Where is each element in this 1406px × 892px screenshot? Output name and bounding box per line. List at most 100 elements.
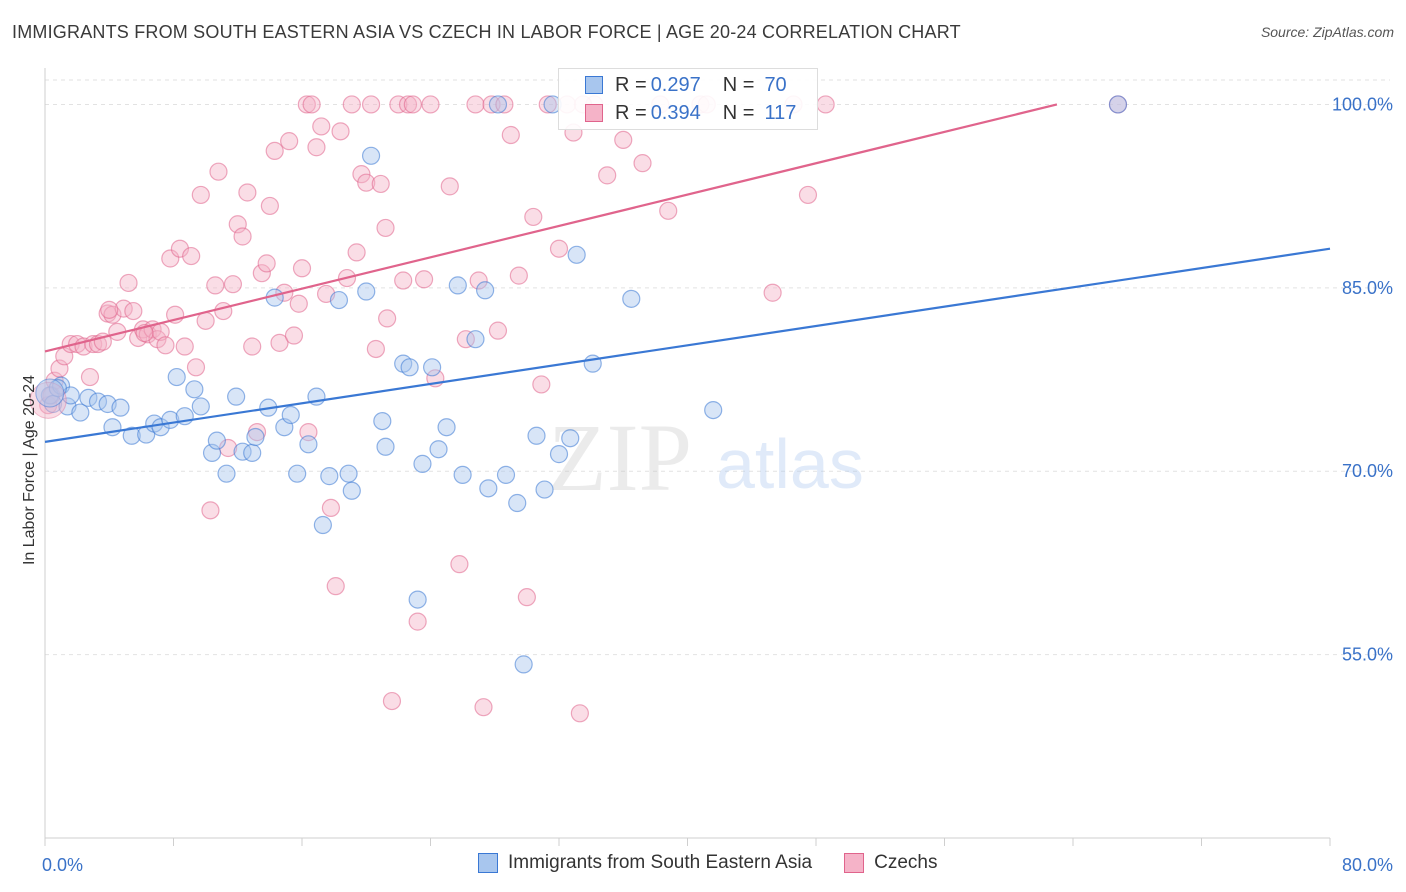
point-immigrants [400, 358, 419, 377]
point-immigrants [361, 146, 381, 165]
tick-labels: 55.0% 70.0% 85.0% 100.0% 0.0% 80.0% [42, 94, 1393, 875]
y-axis-label: In Labor Force | Age 20-24 [21, 374, 38, 566]
legend-swatch-blue [478, 853, 498, 873]
point-czechs [474, 698, 493, 717]
point-czechs [598, 166, 617, 185]
point-immigrants [288, 464, 307, 483]
point-czechs [816, 95, 835, 114]
point-immigrants [622, 289, 641, 308]
point-czechs [421, 95, 440, 114]
point-immigrants [1108, 95, 1128, 114]
point-czechs [517, 588, 536, 607]
point-czechs [342, 95, 361, 114]
point-czechs [398, 95, 418, 114]
legend-row-pink: R = 0.394 N = 117 [585, 99, 796, 127]
y-tick-label: 55.0% [1342, 645, 1393, 665]
point-czechs [408, 612, 427, 631]
point-immigrants [476, 281, 495, 300]
point-czechs [763, 283, 782, 302]
legend-r-value: 0.394 [650, 101, 701, 124]
point-immigrants [246, 427, 265, 447]
x-tick-label: 80.0% [1342, 855, 1393, 875]
point-immigrants [466, 330, 485, 349]
point-czechs [469, 271, 488, 290]
point-immigrants [488, 95, 508, 114]
point-czechs [414, 270, 434, 289]
point-czechs [223, 275, 243, 294]
point-czechs [532, 375, 551, 394]
point-czechs [302, 95, 321, 114]
point-immigrants [122, 426, 141, 445]
point-immigrants [167, 367, 186, 387]
point-czechs [238, 183, 257, 202]
point-immigrants [243, 443, 262, 462]
point-immigrants [339, 464, 358, 483]
point-czechs [307, 138, 326, 157]
y-tick-label: 100.0% [1332, 94, 1393, 114]
point-czechs [233, 227, 252, 246]
point-czechs [270, 333, 289, 352]
y-tick-label: 85.0% [1342, 278, 1393, 298]
point-immigrants [479, 479, 498, 498]
point-czechs [201, 501, 220, 520]
point-immigrants [408, 590, 427, 609]
point-czechs [538, 95, 557, 114]
point-czechs [482, 95, 501, 114]
point-czechs [488, 321, 508, 340]
point-czechs [206, 276, 225, 295]
point-immigrants [329, 290, 349, 310]
point-czechs [361, 95, 381, 114]
point-czechs [570, 704, 589, 723]
point-immigrants [567, 245, 586, 264]
chart-title: IMMIGRANTS FROM SOUTH EASTERN ASIA VS CZ… [12, 22, 961, 42]
point-czechs [196, 311, 215, 330]
point-czechs [280, 132, 299, 151]
legend-swatch-pink [585, 104, 603, 122]
point-czechs [175, 337, 194, 356]
point-immigrants [227, 387, 246, 406]
series-legend: Immigrants from South Eastern Asia Czech… [478, 852, 969, 874]
point-immigrants [233, 442, 252, 461]
trend-lines [44, 103, 1331, 443]
point-czechs [389, 95, 408, 114]
point-czechs [260, 196, 279, 216]
point-czechs [265, 141, 284, 161]
point-immigrants [527, 426, 546, 445]
point-czechs [156, 336, 175, 355]
point-immigrants [35, 378, 65, 408]
legend-item-czechs[interactable]: Czechs [844, 852, 937, 874]
watermark: ZIP atlas [548, 404, 864, 511]
point-immigrants [535, 480, 554, 499]
legend-item-immigrants[interactable]: Immigrants from South Eastern Asia [478, 852, 812, 874]
point-czechs [331, 122, 350, 141]
legend-r-label: R = [615, 101, 647, 124]
point-immigrants [320, 467, 339, 486]
point-czechs [326, 577, 345, 596]
legend-n-value: 70 [764, 73, 787, 96]
point-czechs [394, 271, 413, 290]
data-points [29, 95, 1128, 723]
trend-line-czechs [44, 103, 1058, 353]
point-czechs [80, 367, 100, 387]
point-immigrants [561, 429, 580, 448]
point-czechs [524, 207, 543, 227]
point-immigrants [217, 464, 236, 483]
point-czechs [170, 239, 190, 258]
point-czechs [347, 243, 366, 262]
point-immigrants [281, 405, 300, 425]
point-czechs [161, 249, 180, 268]
point-immigrants [79, 388, 98, 407]
point-czechs [321, 498, 341, 518]
legend-row-blue: R = 0.297 N = 70 [585, 71, 787, 99]
point-czechs [501, 125, 520, 145]
point-czechs [100, 300, 119, 319]
point-immigrants [429, 440, 448, 459]
point-czechs [252, 264, 271, 283]
y-tick-label: 70.0% [1342, 461, 1393, 481]
legend-swatch-blue [585, 76, 603, 94]
point-czechs [124, 301, 143, 321]
point-immigrants [313, 515, 332, 535]
point-immigrants [185, 380, 204, 399]
point-immigrants [413, 454, 432, 473]
watermark-atlas: atlas [716, 425, 864, 503]
